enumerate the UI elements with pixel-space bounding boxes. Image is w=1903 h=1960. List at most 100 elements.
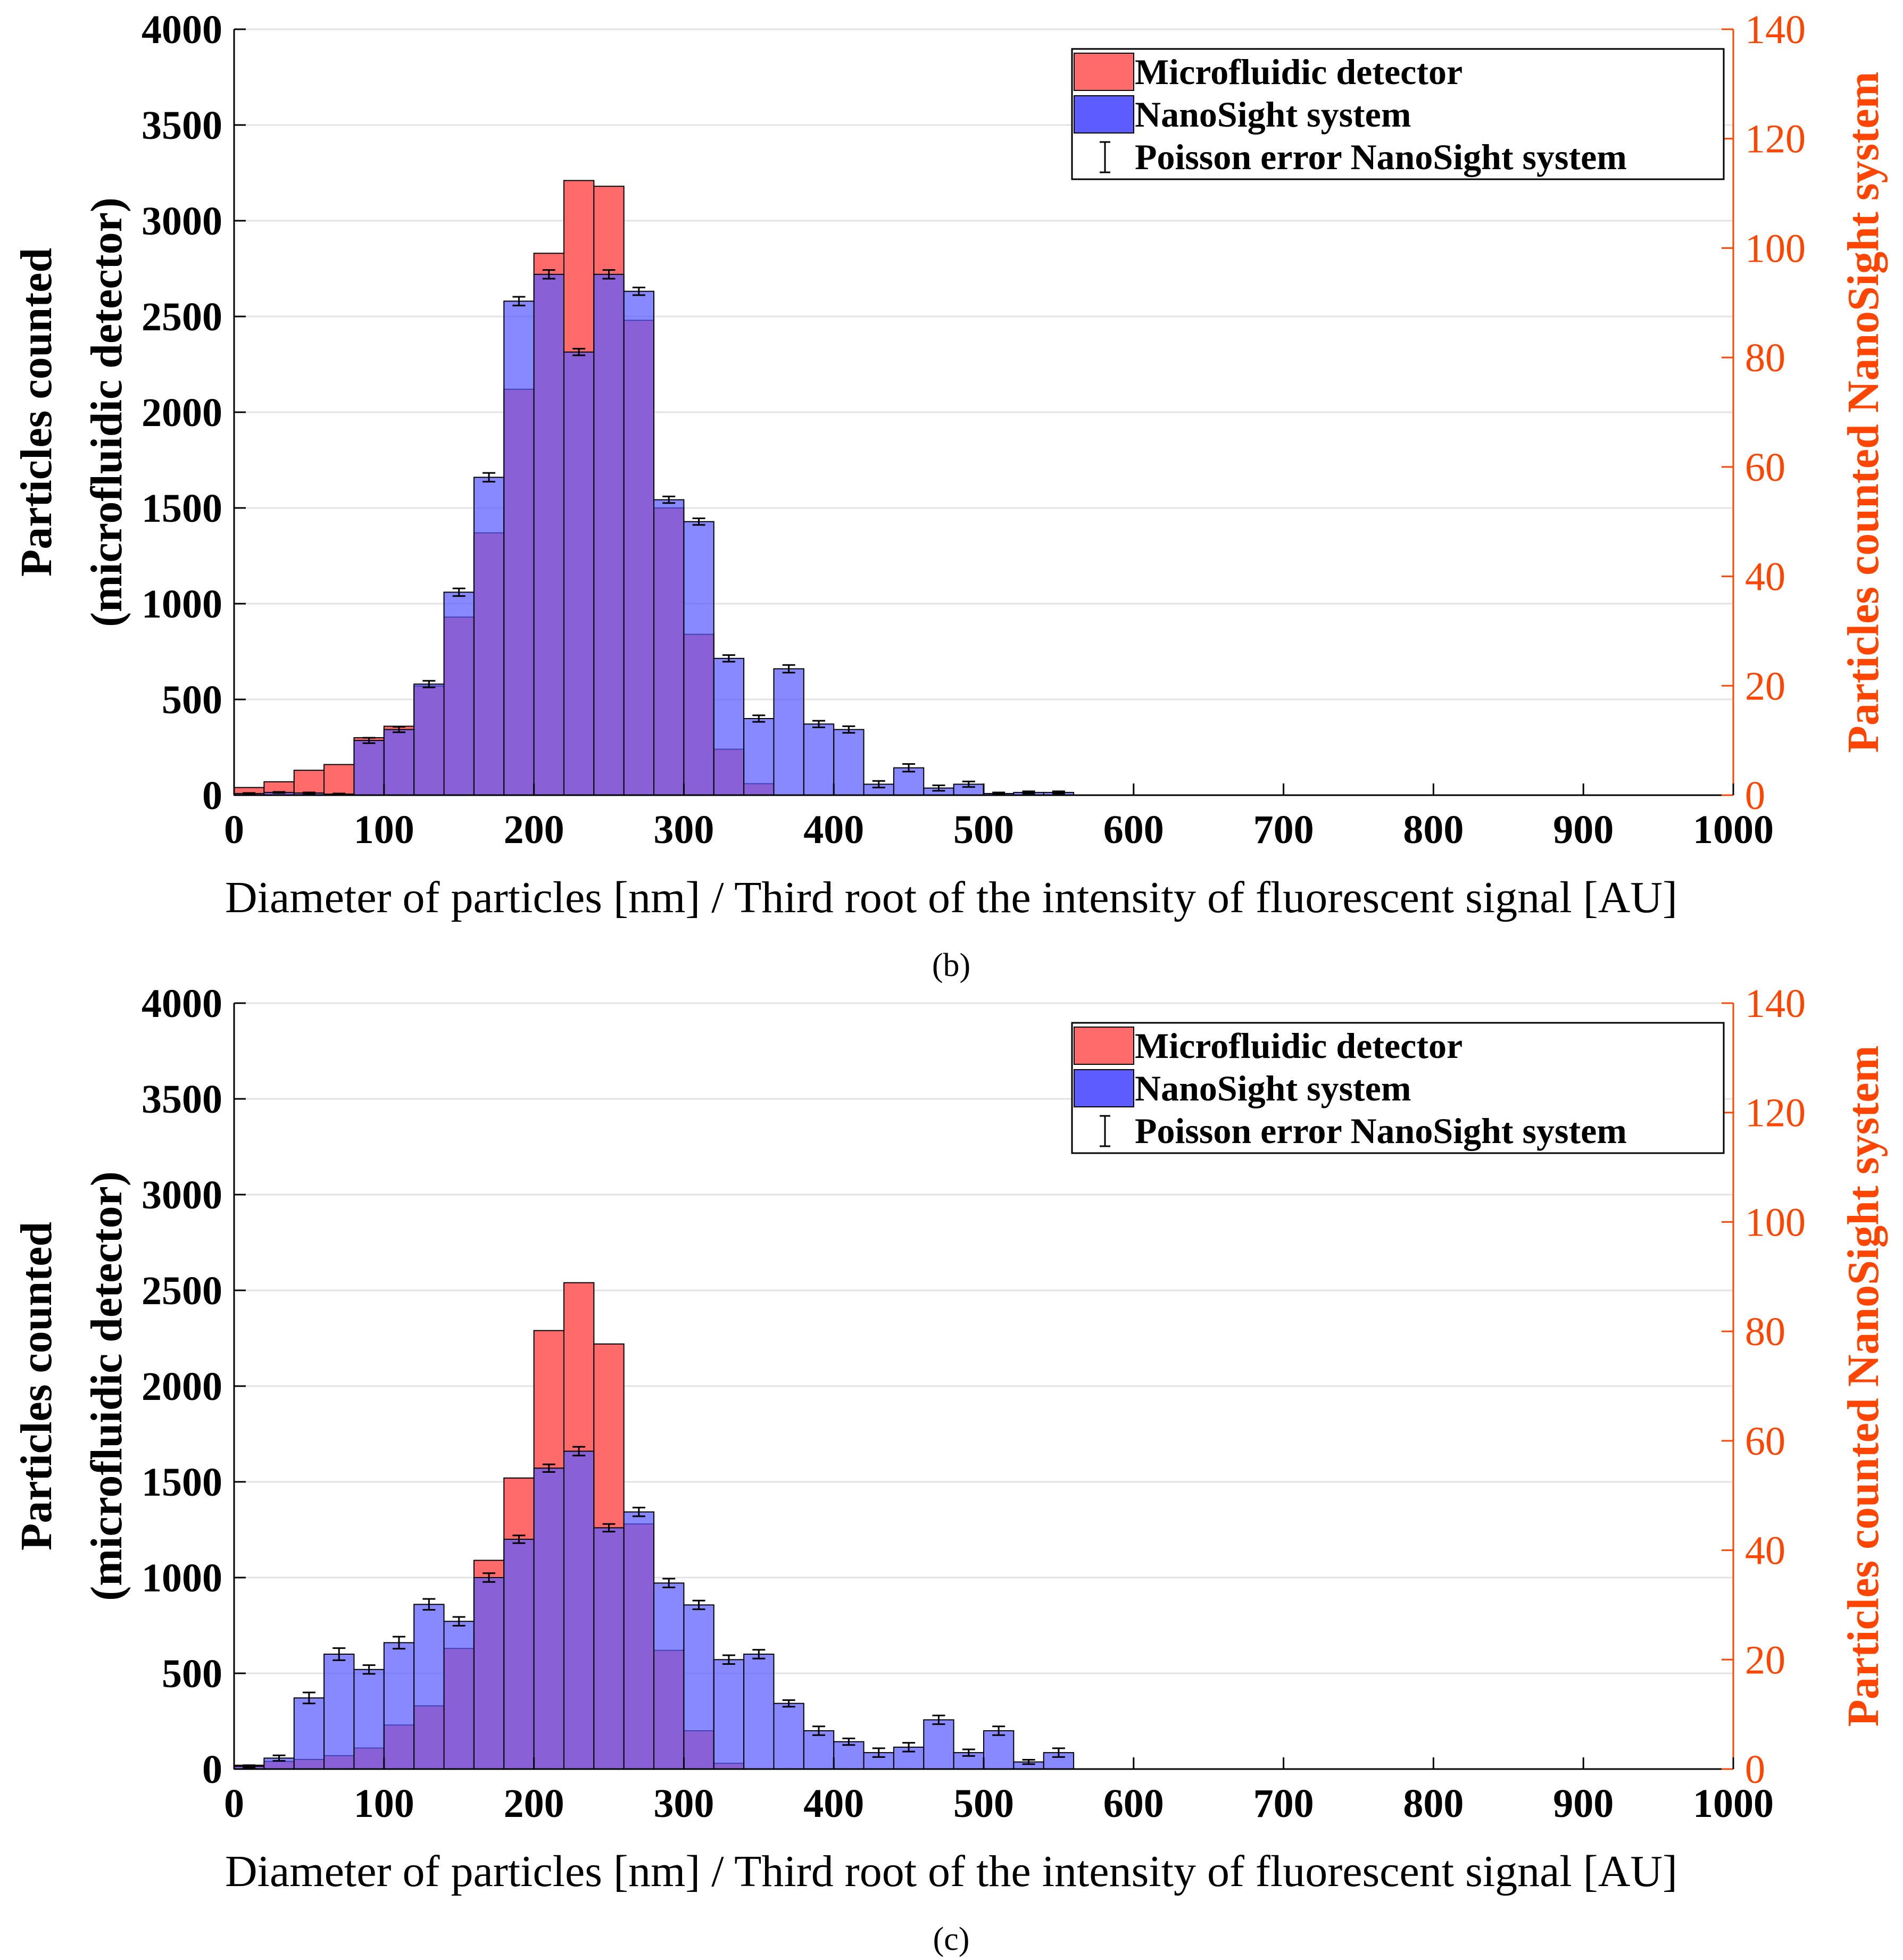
- y-tick-label-0: 0: [202, 773, 222, 818]
- y2-tick-label-120: 120: [1745, 1091, 1806, 1136]
- y2-tick-label-0: 0: [1745, 1747, 1765, 1792]
- y-tick-label-500: 500: [162, 678, 222, 722]
- y-ticks-left: 0 500 1000 1500 2000 2500 3000 3500 4000: [142, 7, 246, 818]
- x-tick-label-800: 800: [1403, 1781, 1464, 1826]
- nano-bar-330: [713, 657, 745, 796]
- nano-bar-210: [533, 273, 564, 796]
- x-tick-label-600: 600: [1103, 807, 1164, 852]
- nano-bar-130: [413, 1604, 445, 1770]
- nano-bar-170: [473, 1577, 505, 1770]
- nano-bar-250: [593, 273, 625, 796]
- nano-bar-190: [503, 301, 535, 796]
- legend-errorbar-icon: [1100, 1115, 1110, 1147]
- y-tick-label-2000: 2000: [142, 1364, 222, 1409]
- nano-bar-330: [713, 1659, 745, 1770]
- x-axis-label: Diameter of particles [nm] / Third root …: [225, 1847, 1677, 1896]
- legend-box: [1071, 1022, 1725, 1154]
- y-axis-label-right: Particles counted NanoSight system: [1839, 1046, 1888, 1727]
- nano-bar-90: [353, 740, 385, 796]
- x-ticks: 0 100 200 300 400 500 600 700 800 900 1000: [224, 783, 1774, 852]
- nano-bar-310: [683, 1604, 714, 1770]
- y2-tick-label-40: 40: [1745, 1529, 1785, 1573]
- legend-swatch-micro: [1074, 53, 1134, 91]
- legend-label-nano: NanoSight system: [1135, 1068, 1411, 1108]
- y-tick-label-2500: 2500: [142, 1269, 222, 1313]
- x-tick-label-400: 400: [803, 807, 864, 852]
- y-ticks-left: 0 500 1000 1500 2000 2500 3000 3500 4000: [142, 981, 246, 1792]
- y2-tick-label-20: 20: [1745, 664, 1785, 708]
- x-tick-label-700: 700: [1253, 1781, 1314, 1826]
- legend-swatch-nano: [1074, 1069, 1134, 1107]
- legend-label-error: Poisson error NanoSight system: [1135, 137, 1627, 177]
- nano-bar-350: [743, 1654, 775, 1770]
- nano-bar-150: [443, 591, 475, 796]
- y-axis-label-line1: Particles counted: [12, 248, 61, 577]
- legend-errorbar-icon: [1100, 141, 1110, 173]
- x-tick-label-200: 200: [504, 1781, 564, 1826]
- y2-tick-label-100: 100: [1745, 1200, 1806, 1245]
- legend-label-nano: NanoSight system: [1135, 94, 1411, 135]
- x-tick-label-900: 900: [1553, 1781, 1614, 1826]
- y2-tick-label-60: 60: [1745, 1419, 1785, 1464]
- legend-swatch-micro: [1074, 1027, 1134, 1065]
- x-tick-label-600: 600: [1103, 1781, 1164, 1826]
- nano-bar-70: [323, 1654, 355, 1770]
- y-tick-label-0: 0: [202, 1747, 222, 1792]
- y-tick-label-3500: 3500: [142, 1077, 222, 1122]
- x-tick-label-100: 100: [354, 807, 414, 852]
- x-tick-label-0: 0: [224, 807, 244, 852]
- y-axis-label-line2: (microfluidic detector): [82, 1171, 131, 1601]
- y-tick-label-2500: 2500: [142, 295, 222, 339]
- x-tick-label-1000: 1000: [1693, 807, 1774, 852]
- nano-bar-170: [473, 477, 505, 796]
- x-tick-label-0: 0: [224, 1781, 244, 1826]
- x-tick-label-700: 700: [1253, 807, 1314, 852]
- x-tick-label-900: 900: [1553, 807, 1614, 852]
- y-axis-label-right: Particles counted NanoSight system: [1839, 72, 1888, 753]
- y-tick-label-1500: 1500: [142, 486, 222, 531]
- legend-label-micro: Microfluidic detector: [1135, 52, 1462, 92]
- nano-bar-270: [623, 1511, 655, 1770]
- x-ticks: 0 100 200 300 400 500 600 700 800 900 1000: [224, 1757, 1774, 1826]
- nano-bar-290: [653, 1582, 685, 1770]
- y-tick-label-1000: 1000: [142, 582, 222, 627]
- y-ticks-right: 0 20 40 60 80 100 120 140: [1722, 981, 1806, 1792]
- y-tick-label-2000: 2000: [142, 390, 222, 435]
- legend-label-error: Poisson error NanoSight system: [1135, 1111, 1627, 1151]
- nano-bars: [234, 273, 1075, 796]
- error-bars: [243, 1446, 1065, 1769]
- nano-bar-370: [773, 1703, 804, 1770]
- y2-tick-label-40: 40: [1745, 555, 1785, 599]
- y2-tick-label-20: 20: [1745, 1638, 1785, 1682]
- nano-bar-150: [443, 1621, 475, 1770]
- nano-bar-350: [743, 718, 775, 796]
- y2-tick-label-100: 100: [1745, 226, 1806, 271]
- x-tick-label-500: 500: [953, 1781, 1014, 1826]
- y-axis-label-line2: (microfluidic detector): [82, 197, 131, 627]
- x-tick-label-100: 100: [354, 1781, 414, 1826]
- nano-bar-230: [563, 351, 595, 796]
- nano-bar-450: [893, 767, 925, 796]
- panel-caption: (b): [932, 947, 970, 983]
- y2-tick-label-80: 80: [1745, 1310, 1785, 1354]
- legend-box: [1071, 48, 1725, 180]
- x-tick-label-1000: 1000: [1693, 1781, 1774, 1826]
- nano-bar-370: [773, 668, 804, 796]
- y-tick-label-3000: 3000: [142, 1173, 222, 1217]
- x-tick-label-400: 400: [803, 1781, 864, 1826]
- y-tick-label-1500: 1500: [142, 1460, 222, 1505]
- y2-tick-label-120: 120: [1745, 117, 1806, 162]
- y-tick-label-500: 500: [162, 1652, 222, 1696]
- x-axis-label: Diameter of particles [nm] / Third root …: [225, 873, 1677, 922]
- micro-bar-70: [323, 764, 355, 796]
- nano-bar-110: [383, 1642, 415, 1770]
- nano-bar-250: [593, 1527, 625, 1770]
- x-tick-label-800: 800: [1403, 807, 1464, 852]
- nano-bar-410: [833, 729, 865, 796]
- y2-tick-label-0: 0: [1745, 773, 1765, 818]
- legend-label-micro: Microfluidic detector: [1135, 1025, 1462, 1066]
